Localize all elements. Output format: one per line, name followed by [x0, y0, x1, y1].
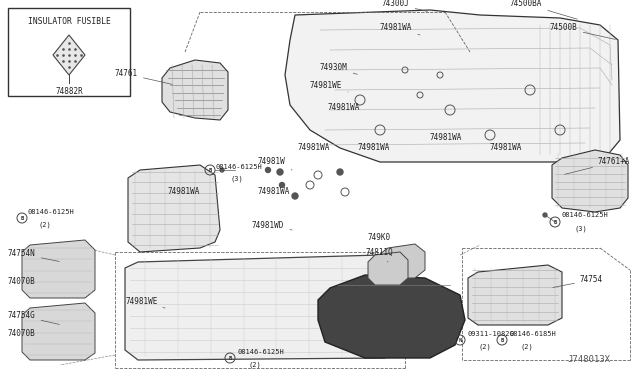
- Text: 74981WE: 74981WE: [310, 80, 348, 92]
- Text: N: N: [458, 337, 461, 343]
- Polygon shape: [162, 60, 228, 120]
- Polygon shape: [22, 240, 95, 298]
- Circle shape: [337, 169, 343, 175]
- Circle shape: [220, 168, 224, 172]
- Circle shape: [280, 183, 285, 187]
- Text: 74500BA: 74500BA: [510, 0, 577, 19]
- Text: B: B: [554, 219, 557, 224]
- Text: 74070B: 74070B: [8, 330, 36, 339]
- Polygon shape: [285, 10, 620, 162]
- Polygon shape: [125, 255, 395, 360]
- Text: 74981W: 74981W: [258, 157, 292, 170]
- Polygon shape: [552, 150, 628, 212]
- Text: 08146-6125H: 08146-6125H: [238, 349, 285, 355]
- Text: 74882R: 74882R: [55, 87, 83, 96]
- Text: (2): (2): [38, 222, 51, 228]
- Text: 08146-6125H: 08146-6125H: [28, 209, 75, 215]
- Text: (2): (2): [248, 362, 260, 369]
- Text: 08146-6125H: 08146-6125H: [215, 164, 262, 170]
- Text: 74500B: 74500B: [550, 23, 615, 39]
- Polygon shape: [318, 275, 465, 358]
- Polygon shape: [468, 265, 562, 325]
- Text: 74981WE: 74981WE: [125, 298, 165, 308]
- Text: (3): (3): [575, 225, 588, 231]
- FancyBboxPatch shape: [8, 8, 130, 96]
- Text: 74981WA: 74981WA: [430, 134, 462, 142]
- Text: B: B: [228, 356, 232, 360]
- Text: 74300J: 74300J: [382, 0, 428, 12]
- Text: 74754: 74754: [553, 276, 603, 288]
- Text: B: B: [20, 215, 24, 221]
- Text: 08146-6185H: 08146-6185H: [510, 331, 557, 337]
- Text: 74754N: 74754N: [8, 250, 60, 262]
- Text: 74761+A: 74761+A: [564, 157, 630, 174]
- Text: 74981WA: 74981WA: [168, 187, 200, 196]
- Text: 74981WA: 74981WA: [298, 144, 330, 153]
- Circle shape: [266, 167, 271, 173]
- Text: 09311-1082G: 09311-1082G: [468, 331, 515, 337]
- Text: 749K0: 749K0: [368, 234, 397, 247]
- Text: (3): (3): [230, 176, 243, 183]
- Text: 74981WA: 74981WA: [258, 187, 291, 196]
- Text: 74981WA: 74981WA: [328, 103, 360, 112]
- Text: 74811Q: 74811Q: [365, 247, 393, 262]
- Text: 74981WA: 74981WA: [380, 23, 420, 35]
- Text: (2): (2): [478, 344, 491, 350]
- Polygon shape: [128, 165, 220, 252]
- Text: INSULATOR FUSIBLE: INSULATOR FUSIBLE: [28, 16, 111, 26]
- Text: B: B: [209, 167, 212, 173]
- Text: (2): (2): [520, 344, 532, 350]
- Text: 74981WA: 74981WA: [358, 144, 390, 153]
- Text: 74981WA: 74981WA: [490, 144, 522, 153]
- Polygon shape: [53, 35, 85, 75]
- Text: 74754G: 74754G: [8, 311, 60, 324]
- Polygon shape: [368, 252, 408, 285]
- Text: B: B: [500, 337, 504, 343]
- Text: 74070B: 74070B: [8, 278, 36, 286]
- Circle shape: [543, 213, 547, 217]
- Text: J748013X: J748013X: [567, 355, 610, 364]
- Polygon shape: [22, 303, 95, 360]
- Text: 74761: 74761: [115, 70, 172, 84]
- Circle shape: [277, 169, 283, 175]
- Text: 74981WD: 74981WD: [252, 221, 292, 230]
- Text: 74930M: 74930M: [320, 64, 357, 74]
- Circle shape: [292, 193, 298, 199]
- Polygon shape: [380, 244, 425, 278]
- Text: 08146-6125H: 08146-6125H: [562, 212, 609, 218]
